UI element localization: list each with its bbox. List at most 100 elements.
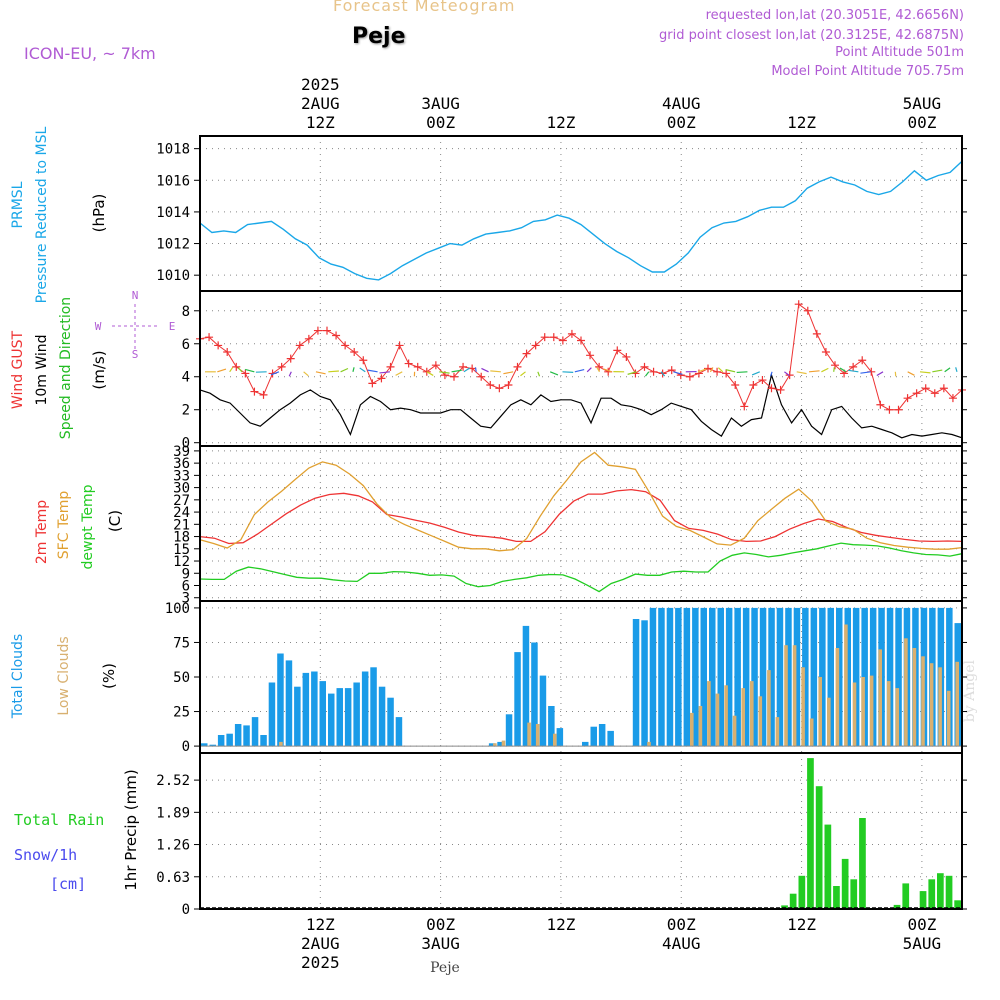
gust-marker <box>685 372 694 381</box>
wind-speed-line <box>199 372 963 439</box>
top-time-label: 5AUG <box>903 94 942 113</box>
wind-side-label: 10m Wind <box>34 334 50 405</box>
low-cloud-bar <box>741 688 745 747</box>
wind-direction-arrow <box>549 371 559 376</box>
gust-marker <box>495 384 504 393</box>
y-tick-label: 6 <box>182 337 190 353</box>
gust-marker <box>413 362 422 371</box>
gust-marker <box>667 366 676 375</box>
wind-direction-arrow <box>367 369 378 373</box>
total-cloud-bar <box>759 607 767 747</box>
gust-marker <box>350 348 359 357</box>
wind-direction-arrow <box>481 367 489 373</box>
precip-unit-label: 1hr Precip (mm) <box>122 769 140 890</box>
wind-direction-arrow <box>932 369 943 373</box>
total-cloud-bar <box>886 607 894 747</box>
gust-marker <box>540 333 549 342</box>
y-tick-label: 18 <box>173 530 190 546</box>
total-cloud-bar <box>319 681 326 746</box>
low-cloud-bar <box>501 740 506 747</box>
compass-s: S <box>132 348 139 361</box>
bottom-time-label: 2AUG <box>301 934 340 953</box>
low-cloud-bar <box>535 724 540 747</box>
total-cloud-bar <box>590 726 597 746</box>
gust-marker <box>740 402 749 411</box>
y-tick-label: 0 <box>182 436 190 452</box>
wind-direction-arrow <box>833 367 835 372</box>
top-time-label: 12Z <box>306 113 335 132</box>
rain-bar <box>815 786 823 909</box>
wind-direction-arrow <box>709 367 714 373</box>
wind-direction-arrow <box>839 367 847 373</box>
wind-direction-arrow <box>503 371 514 375</box>
gust-marker <box>885 405 894 414</box>
rain-bar <box>850 879 858 909</box>
wind-direction-arrow <box>270 371 280 376</box>
total-cloud-bar <box>852 607 860 747</box>
y-tick-label: 36 <box>173 456 190 472</box>
panel-pressure: 1010 1012 1014 1016 1018 <box>156 136 967 291</box>
low-cloud-bar <box>955 661 959 747</box>
wind-direction-arrow <box>586 367 592 373</box>
gust-marker <box>939 384 948 393</box>
rain-bar <box>781 905 788 909</box>
total-cloud-bar <box>700 607 707 747</box>
compass-n: N <box>132 289 139 302</box>
rain-bar <box>841 858 849 909</box>
wind-direction-arrow <box>876 371 884 376</box>
meteogram-title: Forecast Meteogram <box>333 0 516 15</box>
y-tick-label: 0 <box>182 902 190 918</box>
rain-bar <box>902 883 910 909</box>
gust-marker <box>259 390 268 399</box>
wind-direction-arrow <box>520 371 526 377</box>
gust-marker <box>731 380 740 389</box>
pressure-side-label: PRMSL <box>10 181 26 228</box>
low-cloud-bar <box>750 681 754 746</box>
y-tick-label: 1.26 <box>156 838 190 854</box>
total-cloud-bar <box>311 671 318 747</box>
low-cloud-bar <box>835 648 840 747</box>
bottom-time-label: 12Z <box>306 915 335 934</box>
y-tick-label: 1016 <box>156 173 190 189</box>
top-time-label: 00Z <box>426 113 455 132</box>
panel-precip: 0 0.63 1.26 1.89 2.52 <box>156 753 967 918</box>
low-cloud-bar <box>809 718 814 747</box>
wind-direction-arrow <box>490 370 501 373</box>
total-cloud-bar <box>234 724 242 747</box>
wind-direction-arrow <box>673 371 683 375</box>
panel-clouds: 0 25 50 75 100 <box>165 601 967 755</box>
low-cloud-bar <box>784 645 788 747</box>
total-cloud-bar <box>294 686 301 747</box>
total-cloud-bar <box>226 733 233 747</box>
bottom-time-label: 12Z <box>546 915 575 934</box>
model-altitude: Model Point Altitude 705.75m <box>771 64 964 79</box>
point-altitude: Point Altitude 501m <box>835 45 964 60</box>
rain-bar <box>798 875 806 909</box>
wind-direction-arrow <box>725 369 736 373</box>
wind-direction-arrow <box>697 368 707 373</box>
model-label: ICON-EU, ~ 7km <box>24 44 156 63</box>
total-cloud-bar <box>819 607 826 747</box>
gust-marker <box>404 359 413 368</box>
top-time-label: 3AUG <box>421 94 460 113</box>
y-tick-label: 2 <box>182 403 190 419</box>
dew-side-label: dewpt Temp <box>80 484 96 569</box>
gust-marker <box>504 380 513 389</box>
bottom-time-label: 5AUG <box>903 934 942 953</box>
bottom-time-label: 12Z <box>787 915 816 934</box>
gust-marker <box>821 348 830 357</box>
gust-marker <box>313 326 322 335</box>
wind-direction-arrow <box>359 367 366 373</box>
gust-marker <box>477 372 486 381</box>
wind-direction-arrow <box>217 368 227 373</box>
wind-direction-arrow <box>919 371 931 374</box>
gust-marker <box>250 387 259 396</box>
temp-line-0 <box>199 488 963 545</box>
bottom-time-label: 00Z <box>907 915 936 934</box>
total-cloud-bar <box>395 717 403 747</box>
gust-line <box>199 303 963 411</box>
total-cloud-bar <box>751 607 758 747</box>
y-tick-label: 25 <box>173 705 190 721</box>
wind-direction-arrow <box>352 367 355 372</box>
